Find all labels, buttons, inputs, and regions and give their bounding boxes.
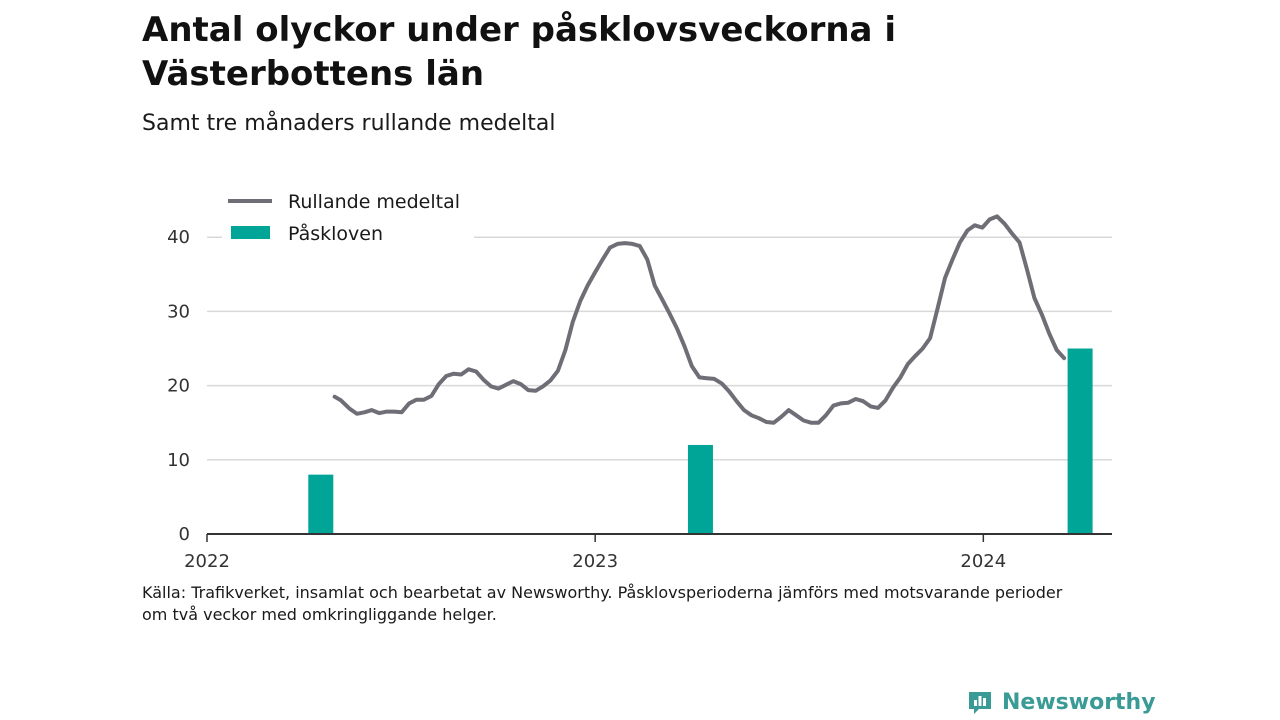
x-tick-label-2022: 2022	[184, 551, 230, 572]
x-axis-labels: 2022 2023 2024	[184, 551, 1006, 572]
bar-2024-04-01	[1067, 348, 1093, 534]
chart-title: Antal olyckor under påsklovsveckorna i V…	[142, 10, 896, 94]
brand-name: Newsworthy	[1002, 689, 1156, 715]
y-tick-label-40: 40	[167, 227, 190, 248]
bars	[308, 348, 1093, 534]
gridlines	[207, 236, 1112, 461]
x-axis	[206, 533, 1112, 542]
line-series	[332, 214, 1067, 425]
newsworthy-logo[interactable]: Newsworthy	[966, 686, 1156, 718]
newsworthy-logo-icon	[969, 692, 991, 714]
bar-2023-04-10	[687, 444, 713, 534]
x-tick-label-2024: 2024	[960, 551, 1006, 572]
chart-subtitle: Samt tre månaders rullande medeltal	[142, 111, 556, 136]
y-tick-label-30: 30	[167, 301, 190, 322]
line-rullande-medeltal	[332, 214, 1067, 425]
bar-2022-04-18	[308, 474, 334, 534]
legend-bar-swatch	[231, 226, 270, 239]
y-tick-label-0: 0	[179, 524, 190, 545]
y-tick-label-10: 10	[167, 450, 190, 471]
source-line-1: Källa: Trafikverket, insamlat och bearbe…	[142, 583, 1063, 602]
legend-label-bar: Påskloven	[288, 222, 383, 245]
y-tick-label-20: 20	[167, 376, 190, 397]
x-tick-label-2023: 2023	[572, 551, 618, 572]
source-note: Källa: Trafikverket, insamlat och bearbe…	[142, 582, 1082, 626]
legend-background	[222, 186, 474, 250]
source-line-2: om två veckor med omkringliggande helger…	[142, 605, 497, 624]
legend: Rullande medeltal Påskloven	[222, 186, 474, 250]
legend-label-line: Rullande medeltal	[288, 191, 460, 213]
y-axis-labels: 0 10 20 30 40	[167, 227, 190, 545]
